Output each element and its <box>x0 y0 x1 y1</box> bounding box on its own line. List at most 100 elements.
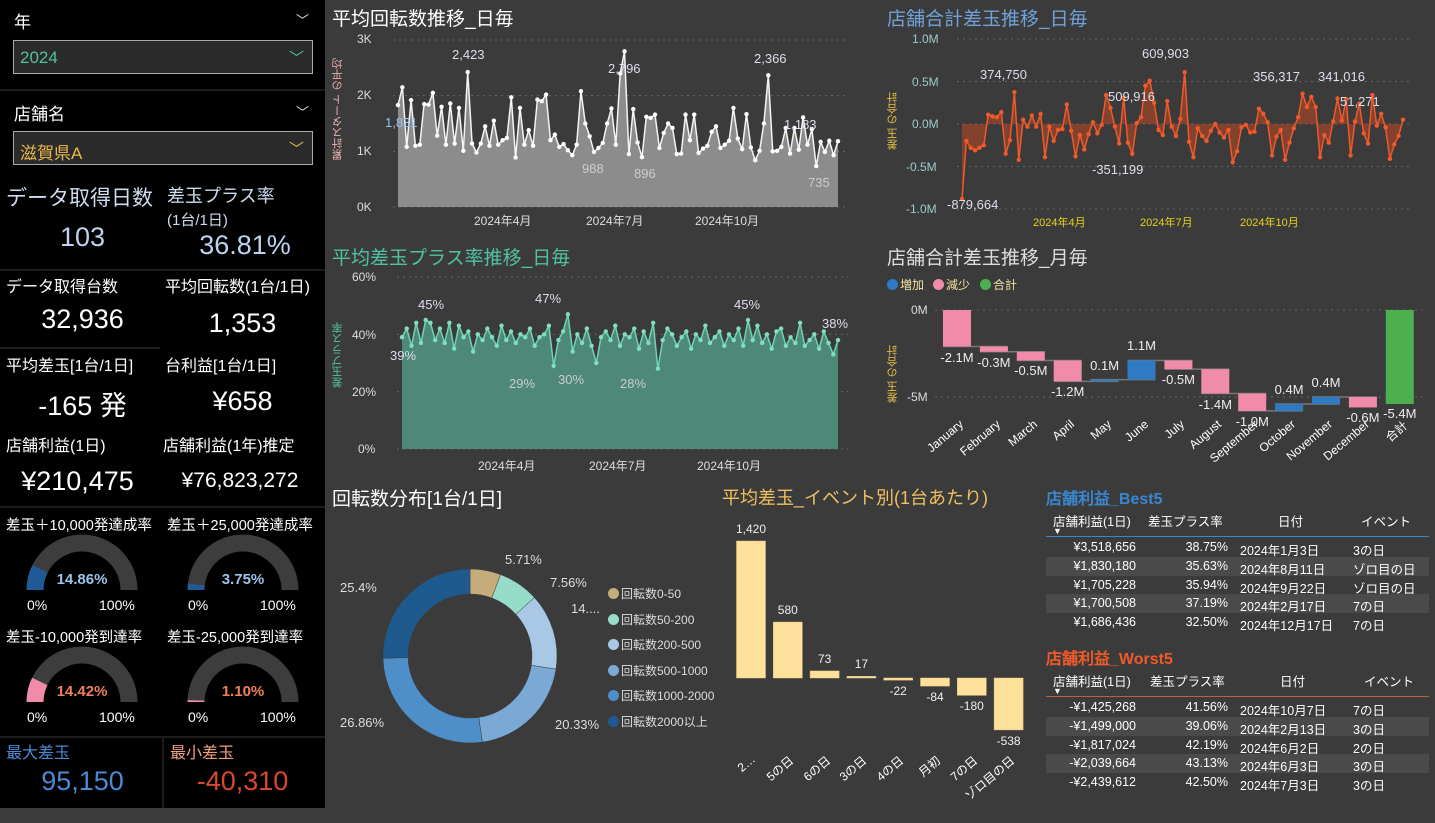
waterfall-bar <box>1128 360 1156 379</box>
data-point <box>476 332 480 336</box>
data-point <box>1366 141 1370 145</box>
data-label: 896 <box>634 166 656 181</box>
event-bar <box>884 678 913 680</box>
data-label: 580 <box>766 603 810 617</box>
data-point <box>653 112 657 116</box>
legend-dot <box>887 279 898 290</box>
data-point <box>1126 141 1130 145</box>
data-point <box>797 147 801 151</box>
data-point <box>740 147 744 151</box>
column-header-event[interactable]: イベント <box>1364 671 1414 690</box>
data-point <box>461 335 465 339</box>
data-point <box>575 332 579 336</box>
data-point <box>592 150 596 154</box>
data-point <box>466 70 470 74</box>
data-point <box>836 139 840 143</box>
data-point <box>762 121 766 125</box>
legend-item-decrease[interactable]: 減少 <box>933 276 970 293</box>
data-point <box>604 329 608 333</box>
y-tick: 0.0M <box>912 117 939 131</box>
data-point <box>665 326 669 330</box>
cell-profit: -¥2,439,612 <box>1069 775 1136 789</box>
legend-item[interactable]: 回転数1000-2000 <box>608 687 714 704</box>
chart-title-spins: 平均回転数推移_日毎 <box>332 4 514 31</box>
data-point <box>1204 139 1208 143</box>
data-point <box>479 141 483 145</box>
data-point <box>1012 90 1016 94</box>
data-point <box>657 146 661 150</box>
legend-item[interactable]: 回転数50-200 <box>608 611 694 628</box>
data-point <box>1161 133 1165 137</box>
data-label: 509,916 <box>1108 89 1155 104</box>
data-point <box>1287 141 1291 145</box>
column-header-profit[interactable]: 店舗利益(1日) <box>1053 671 1131 690</box>
data-point <box>779 145 783 149</box>
data-point <box>623 332 627 336</box>
data-point <box>1182 70 1186 74</box>
data-point <box>1017 158 1021 162</box>
legend-item-increase[interactable]: 増加 <box>887 276 924 293</box>
data-point <box>542 332 546 336</box>
data-point <box>495 344 499 348</box>
data-point <box>1322 133 1326 137</box>
legend-item[interactable]: 回転数2000以上 <box>608 713 708 730</box>
sort-desc-icon[interactable]: ▼ <box>1053 526 1062 536</box>
data-point <box>689 346 693 350</box>
data-point <box>635 140 639 144</box>
sort-desc-icon[interactable]: ▼ <box>1053 686 1062 696</box>
cell-profit: ¥3,518,656 <box>1073 540 1136 554</box>
legend-item[interactable]: 回転数500-1000 <box>608 662 708 679</box>
data-label: 356,317 <box>1253 69 1300 84</box>
data-point <box>770 149 774 153</box>
x-tick: 2024年7月 <box>586 212 643 229</box>
waterfall-bar <box>1386 310 1414 404</box>
column-header-plus-rate[interactable]: 差玉プラス率 <box>1150 671 1225 690</box>
column-header-date[interactable]: 日付 <box>1278 511 1303 530</box>
data-point <box>474 150 478 154</box>
cell-profit: -¥2,039,664 <box>1069 756 1136 770</box>
legend-item[interactable]: 回転数0-50 <box>608 585 681 602</box>
data-point <box>428 321 432 325</box>
y-tick: 3K <box>357 32 372 46</box>
data-point <box>461 149 465 153</box>
event-bar <box>994 678 1023 730</box>
column-header-profit[interactable]: 店舗利益(1日) <box>1053 511 1131 530</box>
data-point <box>1270 153 1274 157</box>
data-point <box>457 324 461 328</box>
legend-item-total[interactable]: 合計 <box>980 276 1017 293</box>
data-point <box>736 326 740 330</box>
data-point <box>531 144 535 148</box>
data-point <box>1100 123 1104 127</box>
data-point <box>1043 155 1047 159</box>
data-label: 26.86% <box>340 715 384 730</box>
data-point <box>793 341 797 345</box>
data-label: -879,664 <box>947 197 998 212</box>
column-header-event[interactable]: イベント <box>1361 511 1411 530</box>
legend-item[interactable]: 回転数200-500 <box>608 636 701 653</box>
data-point <box>670 332 674 336</box>
data-point <box>618 344 622 348</box>
data-label: 38% <box>822 316 848 331</box>
data-point <box>741 344 745 348</box>
column-header-plus-rate[interactable]: 差玉プラス率 <box>1148 511 1223 530</box>
legend-label: 回転数0-50 <box>621 587 681 601</box>
column-header-date[interactable]: 日付 <box>1280 671 1305 690</box>
data-point <box>990 114 994 118</box>
data-point <box>1235 149 1239 153</box>
data-point <box>487 144 491 148</box>
cell-plus-rate: 43.13% <box>1186 756 1228 770</box>
data-point <box>1078 133 1082 137</box>
data-point <box>1056 128 1060 132</box>
data-point <box>1353 119 1357 123</box>
data-point <box>1065 102 1069 106</box>
